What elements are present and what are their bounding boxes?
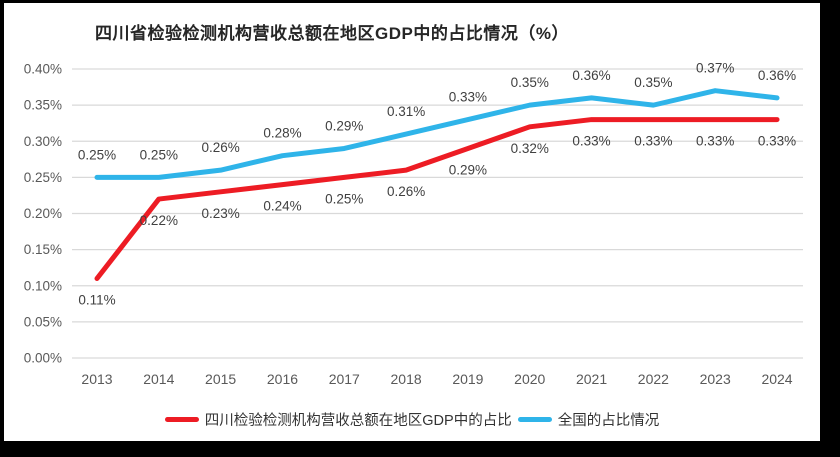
y-tick-label: 0.10% bbox=[24, 278, 62, 293]
data-label-national: 0.37% bbox=[696, 61, 734, 76]
data-label-sichuan: 0.33% bbox=[634, 134, 672, 149]
x-tick-label: 2018 bbox=[391, 371, 422, 387]
data-label-sichuan: 0.11% bbox=[78, 293, 115, 308]
data-label-sichuan: 0.33% bbox=[572, 134, 610, 149]
legend: 四川检验检测机构营收总额在地区GDP中的占比 全国的占比情况 bbox=[4, 408, 820, 430]
data-label-national: 0.36% bbox=[572, 68, 610, 83]
data-label-sichuan: 0.23% bbox=[201, 206, 239, 221]
legend-item-sichuan: 四川检验检测机构营收总额在地区GDP中的占比 bbox=[164, 409, 512, 430]
x-tick-label: 2014 bbox=[143, 371, 174, 387]
chart-title: 四川省检验检测机构营收总额在地区GDP中的占比情况（%） bbox=[95, 24, 569, 43]
x-tick-label: 2019 bbox=[452, 371, 483, 387]
legend-item-national: 全国的占比情况 bbox=[517, 409, 660, 430]
data-label-sichuan: 0.22% bbox=[140, 213, 178, 228]
data-label-national: 0.25% bbox=[78, 147, 116, 162]
y-tick-label: 0.30% bbox=[24, 134, 62, 149]
data-label-sichuan: 0.32% bbox=[511, 141, 549, 156]
data-label-national: 0.28% bbox=[263, 126, 301, 141]
chart-panel: 四川省检验检测机构营收总额在地区GDP中的占比情况（%） 0.40% 0.35% 0… bbox=[4, 3, 820, 441]
data-label-sichuan: 0.25% bbox=[325, 191, 363, 206]
data-label-sichuan: 0.29% bbox=[449, 162, 487, 177]
x-tick-label: 2022 bbox=[638, 371, 669, 387]
data-label-national: 0.35% bbox=[634, 75, 672, 90]
data-label-national: 0.29% bbox=[325, 118, 363, 133]
y-tick-label: 0.35% bbox=[24, 98, 62, 113]
x-tick-label: 2020 bbox=[514, 371, 545, 387]
y-tick-label: 0.00% bbox=[24, 351, 62, 366]
x-tick-label: 2021 bbox=[576, 371, 607, 387]
x-tick-label: 2013 bbox=[81, 371, 112, 387]
x-tick-label: 2016 bbox=[267, 371, 298, 387]
data-label-national: 0.26% bbox=[201, 140, 239, 155]
legend-label-national: 全国的占比情况 bbox=[557, 412, 660, 429]
legend-swatch-national-blue-line bbox=[517, 416, 552, 422]
series-line-sichuan bbox=[94, 117, 780, 282]
data-label-sichuan: 0.33% bbox=[758, 134, 796, 149]
x-tick-label: 2017 bbox=[329, 371, 360, 387]
data-label-sichuan: 0.24% bbox=[263, 199, 301, 214]
y-tick-label: 0.05% bbox=[24, 314, 62, 329]
data-label-national: 0.25% bbox=[140, 147, 178, 162]
y-tick-label: 0.15% bbox=[24, 242, 62, 257]
x-tick-label: 2024 bbox=[761, 371, 792, 387]
data-label-sichuan: 0.33% bbox=[696, 134, 734, 149]
data-label-national: 0.31% bbox=[387, 104, 425, 119]
line-chart-plot-area: 0.40% 0.35% 0.30% 0.25% 0.20% 0.15% 0.10% 0.05%… bbox=[24, 61, 803, 387]
data-label-national: 0.36% bbox=[758, 68, 796, 83]
x-tick-label: 2023 bbox=[700, 371, 731, 387]
legend-swatch-sichuan-red-line bbox=[164, 416, 199, 422]
series-line-national bbox=[94, 88, 780, 180]
y-tick-label: 0.25% bbox=[24, 170, 62, 185]
legend-label-sichuan: 四川检验检测机构营收总额在地区GDP中的占比 bbox=[204, 412, 512, 429]
y-tick-label: 0.40% bbox=[24, 62, 62, 77]
data-label-national: 0.35% bbox=[511, 75, 549, 90]
y-tick-label: 0.20% bbox=[24, 206, 62, 221]
data-label-sichuan: 0.26% bbox=[387, 184, 425, 199]
x-tick-label: 2015 bbox=[205, 371, 236, 387]
data-label-national: 0.33% bbox=[449, 90, 487, 105]
